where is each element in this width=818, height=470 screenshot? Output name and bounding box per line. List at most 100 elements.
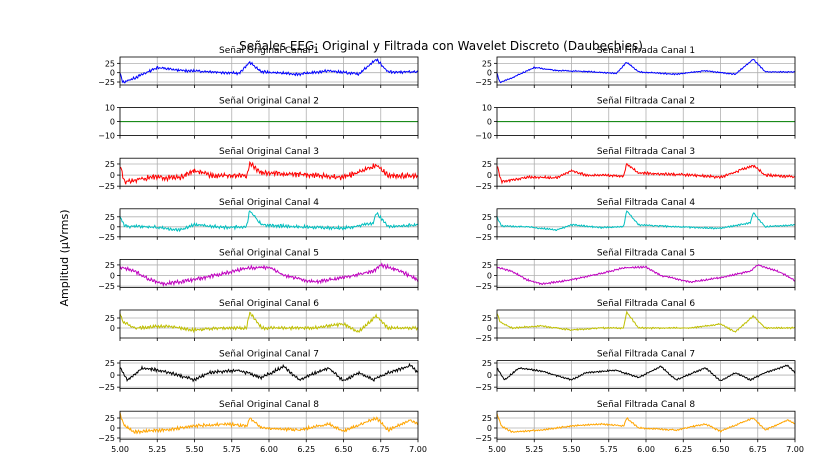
panel-title: Señal Filtrada Canal 3 [597, 147, 695, 157]
panel-title: Señal Filtrada Canal 7 [597, 350, 695, 360]
signal-line [496, 210, 796, 232]
y-tick-label: −25 [475, 434, 492, 443]
y-tick-label: 25 [482, 414, 492, 423]
x-tick-label: 5.00 [488, 445, 506, 454]
y-tick-label: −25 [475, 78, 492, 87]
y-tick-label: −25 [475, 334, 492, 343]
x-tick-label: 7.00 [786, 445, 804, 454]
y-tick-label: −25 [98, 434, 115, 443]
chart-panel: Señal Filtrada Canal 5 −250 25 [475, 248, 796, 291]
panel-title: Señal Original Canal 1 [219, 46, 319, 56]
y-tick-label: 0 [487, 272, 492, 281]
signal-line [496, 162, 796, 185]
y-tick-label: 0 [487, 324, 492, 333]
x-tick-label: 5.50 [186, 445, 204, 454]
y-tick-label: 10 [482, 104, 492, 113]
y-tick-label: 10 [105, 104, 115, 113]
y-tick-label: 0 [110, 69, 115, 78]
y-tick-label: 25 [105, 314, 115, 323]
x-tick-label: 5.25 [148, 445, 166, 454]
x-tick-label: 6.75 [749, 445, 767, 454]
y-tick-label: 25 [482, 59, 492, 68]
x-tick-label: 5.25 [525, 445, 543, 454]
y-tick-label: 0 [110, 371, 115, 380]
signal-line [119, 362, 419, 383]
y-tick-label: 25 [482, 213, 492, 222]
chart-panel: Señal Filtrada Canal 2 −10 0 10 [475, 97, 796, 141]
x-tick-label: 6.25 [297, 445, 315, 454]
chart-panel: Señal Original Canal 2 −10 0 10 [98, 97, 419, 141]
x-tick-label: 5.75 [600, 445, 618, 454]
y-tick-label: 0 [110, 272, 115, 281]
panel-title: Señal Original Canal 3 [219, 147, 319, 157]
y-tick-label: 0 [487, 223, 492, 232]
signal-line [119, 412, 419, 435]
y-tick-label: 0 [110, 118, 115, 127]
y-tick-label: −25 [475, 182, 492, 191]
panel-title: Señal Filtrada Canal 5 [597, 248, 695, 258]
y-tick-label: 0 [487, 118, 492, 127]
y-tick-label: 0 [487, 69, 492, 78]
panel-title: Señal Original Canal 6 [219, 299, 319, 309]
signal-line [119, 311, 419, 334]
y-tick-label: −25 [98, 78, 115, 87]
signal-line [496, 310, 795, 333]
signal-line [119, 160, 419, 185]
y-tick-label: 0 [110, 424, 115, 433]
x-tick-label: 6.00 [260, 445, 278, 454]
y-tick-label: −25 [98, 282, 115, 291]
y-tick-label: 25 [482, 160, 492, 169]
signal-line [496, 58, 796, 84]
y-tick-label: 25 [105, 213, 115, 222]
y-tick-label: 0 [487, 171, 492, 180]
chart-panel: Señal Original Canal 3 −25 0 25 [98, 147, 419, 191]
panel-title: Señal Filtrada Canal 8 [597, 400, 696, 410]
y-tick-label: 0 [487, 371, 492, 380]
y-tick-label: 25 [482, 314, 492, 323]
x-tick-label: 6.00 [637, 445, 655, 454]
y-tick-label: −25 [98, 182, 115, 191]
chart-panel: Señal Filtrada Canal 3 −25 0 25 [475, 147, 796, 191]
panel-title: Señal Original Canal 2 [219, 97, 319, 107]
x-tick-label: 6.50 [335, 445, 353, 454]
panel-title: Señal Original Canal 5 [219, 248, 319, 258]
panel-title: Señal Filtrada Canal 2 [597, 97, 695, 107]
y-tick-label: −25 [475, 233, 492, 242]
signal-line [119, 262, 419, 288]
chart-panel: Señal Original Canal 5 −250 25 [98, 248, 419, 291]
panel-title: Señal Original Canal 4 [219, 198, 319, 208]
y-tick-label: 0 [110, 223, 115, 232]
panel-title: Señal Original Canal 8 [219, 400, 319, 410]
figure-suptitle: Señales EEG: Original y Filtrada con Wav… [239, 39, 643, 53]
y-tick-label: 25 [105, 414, 115, 423]
y-tick-label: −25 [98, 233, 115, 242]
chart-panel: Señal Original Canal 6 025 [105, 299, 419, 341]
panel-title: Señal Filtrada Canal 6 [597, 299, 696, 309]
x-tick-label: 7.00 [409, 445, 427, 454]
signal-line [496, 364, 796, 382]
y-tick-label: 25 [105, 59, 115, 68]
x-tick-label: 5.00 [111, 445, 129, 454]
panel-title: Señal Filtrada Canal 1 [597, 46, 695, 56]
y-tick-label: 25 [105, 359, 115, 368]
panel-title: Señal Original Canal 7 [219, 350, 319, 360]
signal-line [496, 413, 796, 434]
x-tick-label: 6.75 [372, 445, 390, 454]
y-tick-label: 25 [482, 359, 492, 368]
chart-panel: Señal Filtrada Canal 7 −25 0 25 [475, 350, 796, 392]
panel-title: Señal Filtrada Canal 4 [597, 198, 696, 208]
signal-line [119, 57, 419, 84]
y-tick-label: 25 [105, 160, 115, 169]
y-tick-label: 25 [105, 261, 115, 270]
y-tick-label: 0 [110, 171, 115, 180]
y-tick-label: −25 [98, 383, 115, 392]
